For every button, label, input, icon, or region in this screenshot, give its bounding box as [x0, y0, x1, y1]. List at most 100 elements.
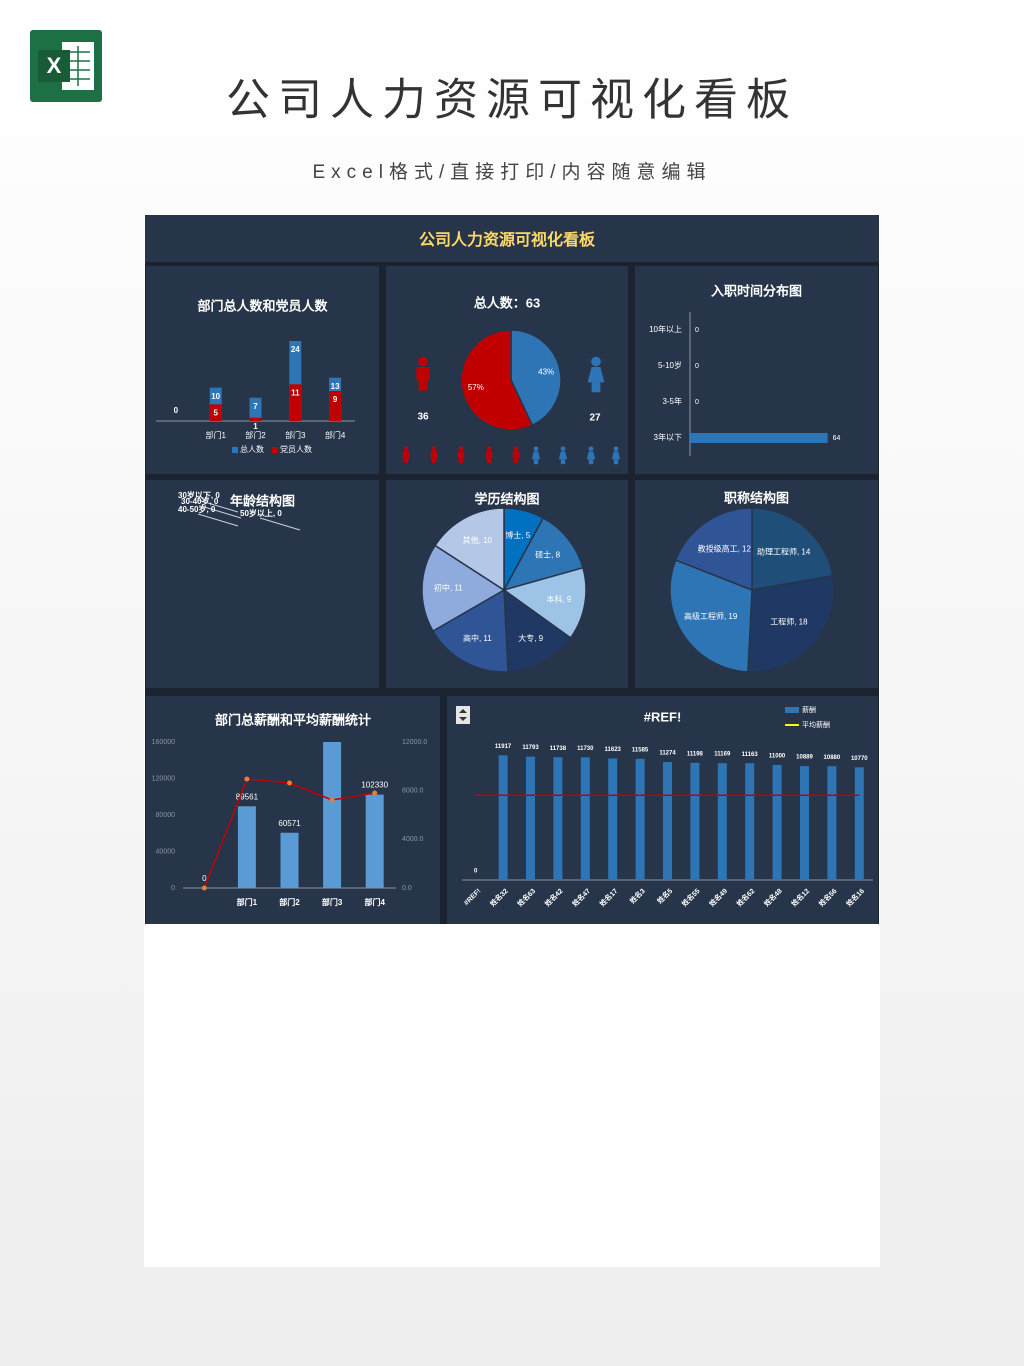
- bar: [635, 758, 645, 880]
- data-label: 0: [202, 874, 207, 883]
- data-label: 57%: [468, 383, 484, 392]
- person-icon-body: [512, 451, 520, 459]
- legend-swatch: [232, 447, 238, 453]
- x-tick-label: 部门2: [279, 897, 300, 907]
- y-tick-label: 80000: [156, 812, 176, 819]
- dashboard-title: 公司人力资源可视化看板: [419, 230, 596, 249]
- chart-title: 部门总薪酬和平均薪酬统计: [215, 712, 371, 727]
- person-icon-legs: [533, 459, 539, 465]
- person-icon-head: [591, 356, 601, 367]
- person-icon-head: [560, 446, 566, 452]
- data-label: 助理工程师, 14: [757, 546, 811, 556]
- data-label: 11623: [605, 747, 622, 753]
- bar: [690, 762, 700, 880]
- y2-tick-label: 12000.0: [402, 739, 427, 746]
- data-label: 大专, 9: [518, 633, 543, 643]
- legend-label: 薪酬: [802, 705, 816, 714]
- person-icon-legs: [458, 458, 464, 464]
- chart-title: #REF!: [644, 709, 682, 724]
- legend-label: 党员人数: [280, 444, 312, 454]
- pie-slice: [747, 574, 835, 673]
- person-icon-body: [586, 451, 596, 460]
- pie-slice: [503, 588, 572, 673]
- person-icon-body: [402, 451, 410, 459]
- person-icon-legs: [560, 459, 566, 465]
- data-label: 60571: [278, 819, 301, 828]
- data-label: 11: [291, 388, 300, 397]
- data-label: 0: [695, 399, 699, 406]
- chart-title: 职称结构图: [724, 490, 789, 505]
- bar: [280, 832, 299, 888]
- page-title: 公司人力资源可视化看板: [226, 76, 798, 125]
- legend-swatch: [272, 447, 278, 453]
- data-label: 10880: [824, 755, 841, 761]
- person-icon-body: [558, 451, 568, 460]
- data-label: 高级工程师, 19: [684, 611, 738, 621]
- count-label: 27: [589, 413, 601, 424]
- data-label: 10: [211, 392, 220, 401]
- bar: [663, 762, 672, 880]
- bar: [365, 794, 384, 888]
- x-tick-label: 部门3: [285, 430, 306, 440]
- bar: [323, 742, 342, 888]
- bar: [209, 404, 222, 421]
- data-label: 博士, 5: [505, 530, 530, 540]
- pie-slice: [434, 507, 505, 592]
- pie-slice: [502, 566, 587, 639]
- person-icon-head: [458, 446, 464, 452]
- x-tick-label: 部门3: [322, 897, 343, 907]
- pie-slice: [421, 544, 506, 633]
- person-icon-head: [533, 446, 539, 452]
- y2-tick-label: 8000.0: [402, 788, 424, 795]
- bar: [717, 763, 727, 880]
- person-icon-head: [431, 446, 437, 452]
- data-label: 0: [474, 869, 478, 875]
- spinner[interactable]: [456, 706, 470, 724]
- count-label: 36: [417, 412, 429, 423]
- data-label: 11793: [522, 745, 539, 751]
- data-label: 本科, 9: [546, 594, 571, 604]
- person-icon-body: [430, 451, 438, 459]
- pie-slice: [197, 513, 239, 527]
- y-tick-label: 3年以下: [654, 432, 682, 442]
- person-icon-legs: [403, 458, 409, 464]
- data-label: 1: [253, 422, 258, 431]
- y-tick-label: 3-5年: [662, 396, 682, 406]
- data-label: 其他, 10: [463, 535, 493, 545]
- data-label: 11274: [659, 751, 676, 757]
- person-icon-body: [485, 451, 493, 459]
- data-label: 30-40岁, 0: [181, 496, 219, 506]
- person-icon-legs: [513, 458, 519, 464]
- pie-slice: [200, 505, 242, 519]
- bar: [289, 384, 302, 421]
- panel: [146, 696, 440, 924]
- bar: [526, 756, 535, 880]
- data-label: 硕士, 8: [535, 549, 560, 559]
- bar: [498, 755, 508, 880]
- page-subtitle: Excel格式/直接打印/内容随意编辑: [312, 161, 711, 183]
- data-label: 7: [253, 402, 258, 411]
- data-label: 11585: [632, 747, 649, 753]
- person-icon-legs: [486, 458, 492, 464]
- data-label: 高中, 11: [463, 633, 492, 643]
- data-label: 0: [174, 406, 179, 415]
- data-label: 11169: [714, 752, 731, 758]
- data-label: 11917: [495, 744, 512, 750]
- pie-slice: [502, 516, 584, 592]
- bar: [800, 766, 809, 880]
- person-icon-legs: [591, 382, 601, 393]
- data-label: 50岁以上, 0: [240, 508, 282, 518]
- dashboard-title-bar: [145, 215, 879, 262]
- person-icon-legs: [588, 459, 594, 465]
- data-label: 5: [213, 408, 218, 417]
- data-label: 0: [695, 327, 699, 334]
- person-icon-head: [513, 446, 519, 452]
- bar: [854, 767, 864, 880]
- y-tick-label: 5-10岁: [658, 360, 682, 370]
- data-label: 0: [695, 363, 699, 370]
- person-icon-body: [531, 451, 541, 460]
- data-label: 11738: [550, 746, 567, 752]
- pie-slice: [460, 329, 534, 431]
- x-tick-label: 部门2: [245, 430, 266, 440]
- data-label: 64: [833, 435, 841, 442]
